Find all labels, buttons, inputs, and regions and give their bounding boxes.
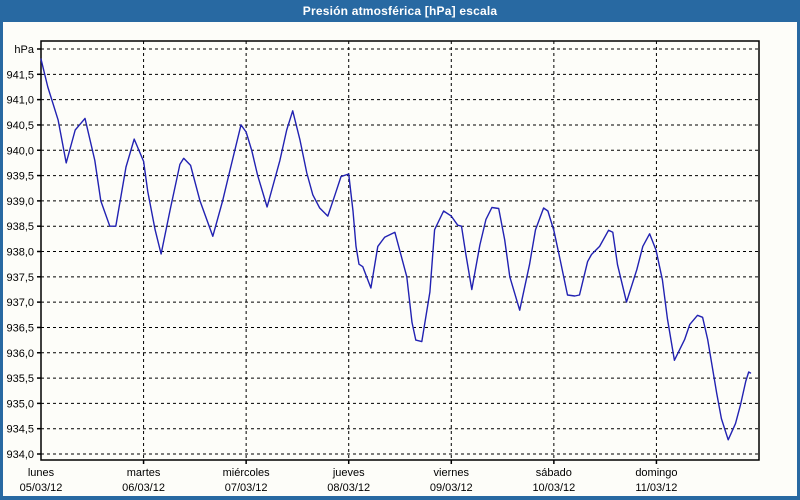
y-tick-label: 938,5 <box>6 221 34 233</box>
title-bar[interactable]: Presión atmosférica [hPa] escala <box>3 0 797 22</box>
y-axis-unit-label: hPa <box>14 44 34 56</box>
day-date-label: 05/03/12 <box>20 482 63 494</box>
y-tick-label: 940,5 <box>6 120 34 132</box>
y-tick-label: 937,0 <box>6 297 34 309</box>
day-name-label: jueves <box>332 467 365 479</box>
y-tick-label: 939,0 <box>6 196 34 208</box>
plot-border <box>40 40 760 461</box>
chart-title: Presión atmosférica [hPa] escala <box>302 4 498 18</box>
y-tick-label: 941,0 <box>6 95 34 107</box>
x-day-label: sábado 10/03/12 <box>532 467 575 494</box>
day-name-label: viernes <box>434 467 470 479</box>
y-tick-label: 941,5 <box>6 69 34 81</box>
day-date-label: 09/03/12 <box>430 482 473 494</box>
y-tick-label: 935,5 <box>6 373 34 385</box>
day-date-label: 07/03/12 <box>225 482 268 494</box>
x-day-label: lunes 05/03/12 <box>20 467 63 494</box>
day-name-label: martes <box>127 467 161 479</box>
x-day-label: domingo 11/03/12 <box>635 467 677 494</box>
day-name-label: sábado <box>536 467 572 479</box>
plot-grid <box>41 41 759 460</box>
day-date-label: 11/03/12 <box>635 482 677 494</box>
y-tick-label: 939,5 <box>6 171 34 183</box>
x-day-label: martes 06/03/12 <box>122 467 165 494</box>
day-name-label: lunes <box>28 467 55 479</box>
y-tick-label: 936,0 <box>6 348 34 360</box>
x-day-label: viernes 09/03/12 <box>430 467 473 494</box>
day-date-label: 10/03/12 <box>532 482 575 494</box>
day-date-label: 06/03/12 <box>122 482 165 494</box>
y-tick-label: 934,5 <box>6 424 34 436</box>
y-tick-label: 935,0 <box>6 398 34 410</box>
day-date-label: 08/03/12 <box>327 482 370 494</box>
pressure-line <box>40 58 752 441</box>
day-name-label: miércoles <box>223 467 271 479</box>
x-day-label: miércoles 07/03/12 <box>223 467 271 494</box>
y-tick-label: 937,5 <box>6 272 34 284</box>
day-name-label: domingo <box>635 467 677 479</box>
axis-labels: hPa 941,5 941,0 940,5 940,0 939,5 939,0 938,5 93… <box>6 44 677 494</box>
y-tick-label: 936,5 <box>6 322 34 334</box>
y-tick-label: 938,0 <box>6 247 34 259</box>
y-tick-label: 940,0 <box>6 145 34 157</box>
x-day-label: jueves 08/03/12 <box>327 467 370 494</box>
plot-axes <box>37 40 760 464</box>
y-tick-label: 934,0 <box>6 449 34 461</box>
